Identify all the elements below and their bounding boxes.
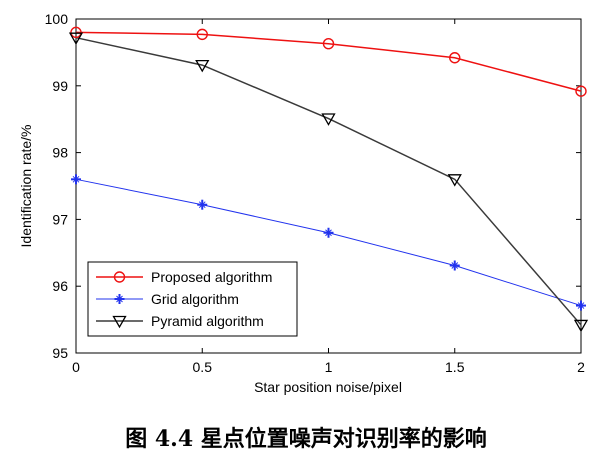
marker-plus-d2	[325, 229, 332, 237]
legend-marker-0	[113, 271, 126, 283]
data-point	[447, 174, 462, 187]
data-point	[195, 59, 210, 73]
data-point	[449, 260, 460, 271]
data-point	[71, 174, 81, 185]
x-axis-label: Star position noise/pixel	[254, 379, 402, 395]
y-tick-label: 97	[52, 211, 68, 227]
legend-marker-2	[112, 315, 127, 329]
legend-marker-1	[114, 294, 125, 304]
data-point	[449, 52, 461, 64]
x-tick-label: 0	[72, 359, 80, 375]
marker-plus-d2	[577, 302, 585, 309]
y-tick-label: 95	[52, 345, 68, 361]
data-point	[70, 26, 82, 39]
data-point	[68, 32, 84, 46]
data-point	[575, 85, 587, 97]
legend-label-0: Proposed algorithm	[151, 269, 272, 285]
marker-plus-d2	[72, 175, 80, 183]
series-markers	[68, 26, 589, 333]
figure-caption: 图 4.4 星点位置噪声对识别率的影响	[125, 426, 487, 452]
y-tick-label: 99	[52, 78, 68, 94]
y-tick-labels: 95 96 97 98 99 100	[45, 11, 69, 361]
data-point	[573, 319, 589, 333]
series-line-0	[75, 31, 582, 92]
x-tick-label: 1.5	[445, 359, 465, 375]
data-point	[196, 28, 208, 41]
data-point	[322, 38, 335, 50]
x-tick-label: 1	[325, 359, 333, 375]
x-tick-label: 2	[577, 359, 585, 375]
marker-plus-d2	[116, 295, 123, 303]
data-point	[323, 227, 334, 238]
data-point	[321, 113, 336, 126]
marker-plus-d2	[451, 262, 459, 269]
data-point	[576, 300, 586, 311]
y-tick-label: 98	[52, 145, 68, 161]
x-tick-label: 0.5	[193, 359, 213, 375]
x-tick-labels: 0 0.5 1 1.5 2	[72, 359, 585, 375]
y-tick-label: 96	[52, 278, 68, 294]
legend: Proposed algorithm Grid algorithm Pyramid …	[87, 261, 298, 337]
data-point	[197, 199, 208, 210]
marker-plus-d2	[198, 201, 206, 209]
axis-ticks	[75, 18, 582, 354]
legend-label-2: Pyramid algorithm	[151, 313, 264, 329]
series-line-2	[75, 36, 582, 326]
legend-label-1: Grid algorithm	[151, 291, 239, 307]
y-tick-label: 100	[45, 11, 69, 27]
y-axis-label: Identification rate/%	[18, 125, 34, 248]
